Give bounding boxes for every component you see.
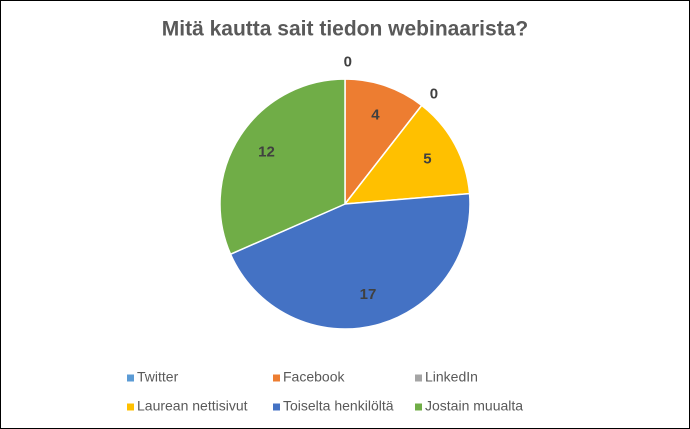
legend-label: LinkedIn xyxy=(425,369,478,385)
pie-slice xyxy=(343,104,471,205)
pie-slice xyxy=(229,192,471,330)
pie-slice xyxy=(219,78,346,256)
data-label: 17 xyxy=(360,286,377,303)
legend-marker xyxy=(127,374,134,382)
data-label: 5 xyxy=(423,150,431,167)
data-label: 4 xyxy=(371,106,380,123)
legend-marker xyxy=(415,374,422,382)
data-label: 0 xyxy=(344,54,352,71)
legend-marker xyxy=(127,403,134,411)
pie-slice xyxy=(344,78,423,207)
data-label: 0 xyxy=(430,85,438,102)
legend-label: Laurean nettisivut xyxy=(137,398,248,414)
legend-marker xyxy=(273,374,280,382)
legend-marker xyxy=(415,403,422,411)
legend-label: Twitter xyxy=(137,369,179,385)
legend-label: Jostain muualta xyxy=(425,398,523,414)
data-label: 12 xyxy=(258,144,275,161)
legend-marker xyxy=(273,403,280,411)
legend-label: Toiselta henkilöltä xyxy=(283,398,394,414)
legend-label: Facebook xyxy=(283,369,345,385)
chart-title: Mitä kautta sait tiedon webinaarista? xyxy=(162,18,528,41)
